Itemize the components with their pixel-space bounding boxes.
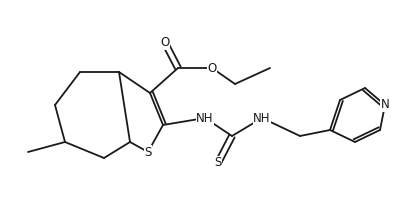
Text: O: O [208,62,217,75]
Text: N: N [381,98,389,111]
Text: O: O [160,37,170,49]
Text: NH: NH [196,111,214,124]
Text: S: S [144,146,152,159]
Text: NH: NH [253,111,271,124]
Text: S: S [214,157,222,170]
